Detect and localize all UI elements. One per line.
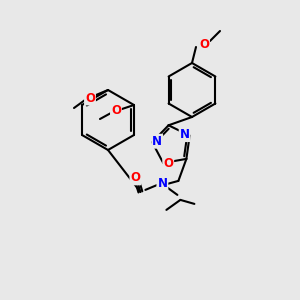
Text: O: O (85, 92, 95, 104)
Text: N: N (152, 135, 162, 148)
Text: O: O (130, 171, 140, 184)
Text: N: N (180, 128, 190, 141)
Text: O: O (111, 104, 121, 118)
Text: O: O (163, 158, 173, 170)
Text: O: O (199, 38, 209, 50)
Text: N: N (158, 177, 167, 190)
